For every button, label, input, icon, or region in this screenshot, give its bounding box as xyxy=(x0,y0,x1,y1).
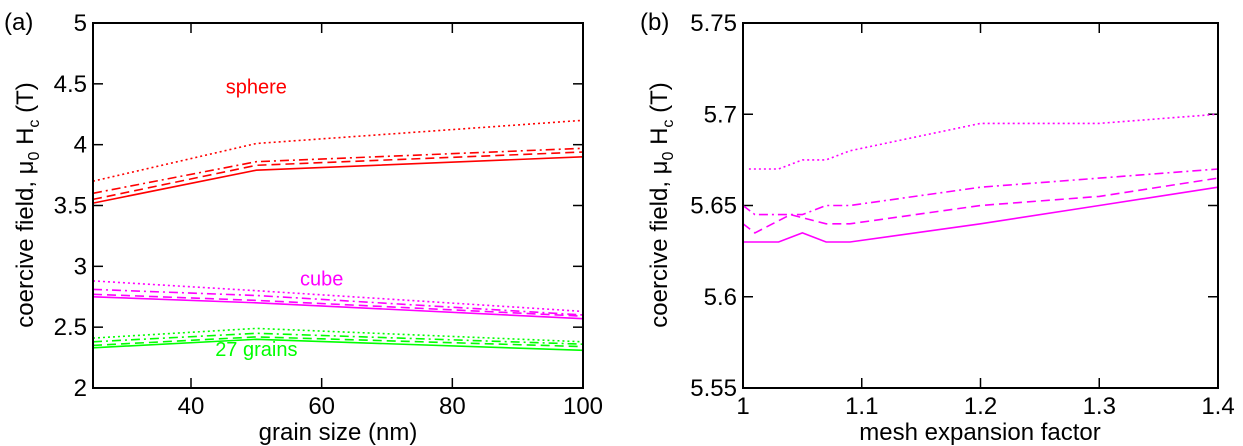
panel-a-tag: (a) xyxy=(4,9,33,36)
panel-a: (a) 40 60 80 100 2 2.5 3 3.5 4 4.5 5 sphere cube 27 … xyxy=(4,9,603,446)
panel-b-xtick-label: 1.4 xyxy=(1201,393,1234,420)
panel-b-ytick-label: 5.55 xyxy=(690,375,737,402)
panel-a-series-line-cube-dashed xyxy=(92,293,584,317)
panel-a-xtick-label: 80 xyxy=(439,393,466,420)
panel-a-annotation-27-grains: 27 grains xyxy=(215,339,297,361)
panel-a-series-line-27-grains-dashdot xyxy=(92,332,584,345)
panel-a-ytick-label: 4.5 xyxy=(54,71,87,98)
panel-a-xtick-label: 100 xyxy=(563,393,603,420)
panel-a-ytick-label: 3.5 xyxy=(54,193,87,220)
panel-b-series-line-dotted xyxy=(748,113,1219,170)
panel-b-series xyxy=(742,113,1219,243)
panel-b-xtick-label: 1.1 xyxy=(845,393,878,420)
panel-b-frame xyxy=(742,22,1219,389)
panel-a-series-line-cube-solid xyxy=(92,296,584,320)
panel-a-y-title: coercive field, μ0 Hc (T) xyxy=(12,82,43,327)
panel-b-series-line-solid xyxy=(743,186,1219,243)
panel-b-ytick-label: 5.65 xyxy=(690,193,737,220)
panel-b-ytick-label: 5.6 xyxy=(704,284,737,311)
panel-b-xtick-label: 1.3 xyxy=(1083,393,1116,420)
panel-b-ytick-label: 5.75 xyxy=(690,10,737,37)
panel-b-ytick-label: 5.7 xyxy=(704,101,737,128)
panel-b-x-title: mesh expansion factor xyxy=(859,419,1100,446)
panel-b-tag: (b) xyxy=(640,9,669,36)
panel-b-y-title: coercive field, μ0 Hc (T) xyxy=(646,82,677,327)
panel-a-series-line-cube-dashdot xyxy=(92,288,584,316)
panel-a-ticks: 40 60 80 100 2 2.5 3 3.5 4 4.5 5 xyxy=(54,10,603,420)
panel-a-series xyxy=(92,119,584,352)
panel-a-series-line-sphere-dashdot xyxy=(92,147,584,195)
panel-b: (b) 1 1.1 1.2 1.3 1.4 5.55 5.6 5.65 5.7 5.75 mesh… xyxy=(640,9,1235,446)
panel-a-series-line-27-grains-solid xyxy=(92,338,584,352)
panel-a-annotation-sphere: sphere xyxy=(226,76,287,98)
panel-b-xtick-label: 1 xyxy=(736,393,749,420)
panel-a-xtick-label: 40 xyxy=(178,393,205,420)
panel-b-series-line-dashed xyxy=(742,177,1219,234)
panel-a-ytick-label: 4 xyxy=(74,132,87,159)
panel-a-series-line-27-grains-dotted xyxy=(92,327,584,343)
panel-a-ytick-label: 2 xyxy=(74,375,87,402)
panel-b-series-line-dashdot xyxy=(742,168,1219,216)
panel-a-series-line-sphere-solid xyxy=(92,156,584,204)
panel-a-xtick-label: 60 xyxy=(308,393,335,420)
panel-a-series-line-sphere-dashed xyxy=(92,151,584,201)
panel-a-frame xyxy=(92,22,584,389)
panel-a-series-line-cube-dotted xyxy=(92,280,584,313)
panel-b-xtick-label: 1.2 xyxy=(964,393,997,420)
panel-a-annotations: sphere cube 27 grains xyxy=(215,76,343,361)
panel-a-ytick-label: 5 xyxy=(74,10,87,37)
panel-a-ytick-label: 3 xyxy=(74,253,87,280)
panel-a-x-title: grain size (nm) xyxy=(259,419,418,446)
panel-a-ytick-label: 2.5 xyxy=(54,314,87,341)
panel-a-series-line-sphere-dotted xyxy=(92,119,584,182)
panel-a-annotation-cube: cube xyxy=(300,269,343,291)
panel-b-ticks: 1 1.1 1.2 1.3 1.4 5.55 5.6 5.65 5.7 5.75 xyxy=(690,10,1234,420)
panel-a-series-line-27-grains-dashed xyxy=(92,336,584,348)
